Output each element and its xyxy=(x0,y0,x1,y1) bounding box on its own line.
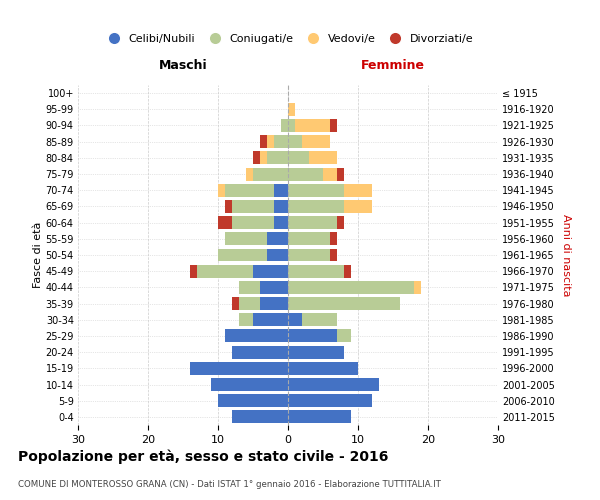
Legend: Celibi/Nubili, Coniugati/e, Vedovi/e, Divorziati/e: Celibi/Nubili, Coniugati/e, Vedovi/e, Di… xyxy=(98,30,478,48)
Bar xyxy=(344,264,351,278)
Bar xyxy=(218,216,232,229)
Bar xyxy=(344,184,372,196)
Text: Maschi: Maschi xyxy=(158,59,208,72)
Bar xyxy=(344,200,372,213)
Bar xyxy=(253,264,288,278)
Bar xyxy=(288,297,400,310)
Bar xyxy=(330,119,337,132)
Bar xyxy=(197,264,253,278)
Bar xyxy=(288,330,337,342)
Bar xyxy=(232,410,288,424)
Bar xyxy=(239,281,260,294)
Bar xyxy=(267,135,274,148)
Bar xyxy=(288,184,344,196)
Bar xyxy=(288,281,414,294)
Bar xyxy=(260,281,288,294)
Bar xyxy=(232,200,274,213)
Bar xyxy=(288,362,358,375)
Bar xyxy=(302,135,330,148)
Y-axis label: Fasce di età: Fasce di età xyxy=(32,222,43,288)
Bar xyxy=(288,410,351,424)
Bar xyxy=(330,248,337,262)
Bar xyxy=(218,394,288,407)
Bar xyxy=(267,232,288,245)
Bar xyxy=(232,346,288,358)
Bar xyxy=(274,200,288,213)
Bar xyxy=(288,135,302,148)
Bar xyxy=(309,152,337,164)
Bar xyxy=(288,168,323,180)
Bar xyxy=(267,248,288,262)
Bar xyxy=(225,330,288,342)
Bar xyxy=(288,378,379,391)
Bar xyxy=(253,168,288,180)
Bar xyxy=(337,168,344,180)
Bar xyxy=(260,152,267,164)
Text: Femmine: Femmine xyxy=(361,59,425,72)
Bar xyxy=(190,264,197,278)
Bar xyxy=(288,152,309,164)
Bar xyxy=(218,248,267,262)
Bar xyxy=(232,216,274,229)
Bar xyxy=(288,314,302,326)
Bar xyxy=(225,200,232,213)
Bar xyxy=(330,232,337,245)
Bar xyxy=(288,264,344,278)
Bar xyxy=(211,378,288,391)
Bar xyxy=(225,232,267,245)
Bar xyxy=(253,314,288,326)
Bar xyxy=(295,119,330,132)
Bar xyxy=(274,216,288,229)
Bar xyxy=(288,346,344,358)
Bar xyxy=(288,248,330,262)
Bar xyxy=(337,330,351,342)
Bar xyxy=(225,184,274,196)
Bar xyxy=(274,184,288,196)
Bar xyxy=(218,184,225,196)
Bar xyxy=(337,216,344,229)
Text: Popolazione per età, sesso e stato civile - 2016: Popolazione per età, sesso e stato civil… xyxy=(18,450,388,464)
Bar xyxy=(267,152,288,164)
Bar xyxy=(246,168,253,180)
Bar xyxy=(274,135,288,148)
Bar xyxy=(281,119,288,132)
Bar xyxy=(232,297,239,310)
Bar xyxy=(253,152,260,164)
Bar xyxy=(239,314,253,326)
Bar xyxy=(260,297,288,310)
Y-axis label: Anni di nascita: Anni di nascita xyxy=(560,214,571,296)
Bar xyxy=(288,232,330,245)
Bar xyxy=(288,103,295,116)
Bar xyxy=(288,200,344,213)
Bar xyxy=(288,119,295,132)
Bar xyxy=(239,297,260,310)
Bar xyxy=(288,394,372,407)
Bar xyxy=(323,168,337,180)
Bar xyxy=(288,216,337,229)
Text: COMUNE DI MONTEROSSO GRANA (CN) - Dati ISTAT 1° gennaio 2016 - Elaborazione TUTT: COMUNE DI MONTEROSSO GRANA (CN) - Dati I… xyxy=(18,480,441,489)
Bar xyxy=(414,281,421,294)
Bar xyxy=(260,135,267,148)
Bar xyxy=(190,362,288,375)
Bar xyxy=(302,314,337,326)
